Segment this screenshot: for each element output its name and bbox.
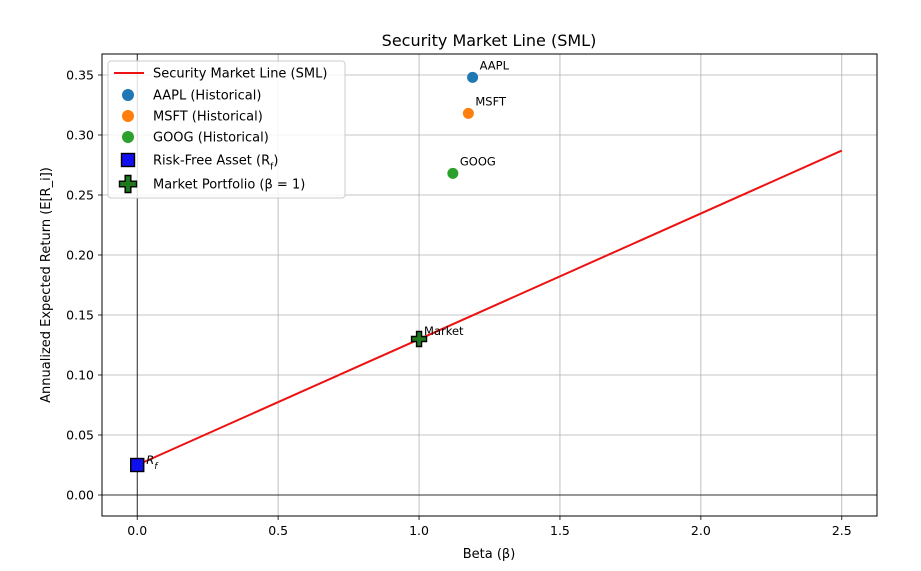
legend-sml: Security Market Line (SML) xyxy=(114,67,327,82)
legend-risk-free: Risk-Free Asset (Rf) xyxy=(120,152,278,173)
chart-title: Security Market Line (SML) xyxy=(382,31,597,50)
x-tick-label: 1.5 xyxy=(550,523,570,538)
label-goog: GOOG xyxy=(460,154,496,168)
y-tick-label: 0.10 xyxy=(66,368,94,383)
point-msft xyxy=(462,107,474,119)
legend-market: Market Portfolio (β = 1) xyxy=(118,174,305,194)
point-goog xyxy=(447,167,459,179)
legend-cross-swatch xyxy=(118,174,138,194)
x-tick-label: 2.5 xyxy=(832,523,852,538)
y-tick-label: 0.00 xyxy=(66,488,94,503)
data-points xyxy=(130,71,479,473)
plot-frame xyxy=(101,53,878,517)
y-tick-label: 0.20 xyxy=(66,248,94,263)
x-tick-label: 0.0 xyxy=(127,523,147,538)
label-msft: MSFT xyxy=(475,94,507,108)
legend-box xyxy=(107,60,346,199)
sml-series xyxy=(136,149,843,466)
legend-msft: MSFT (Historical) xyxy=(122,110,263,125)
y-tick-label: 0.25 xyxy=(66,188,94,203)
x-axis-ticks: 0.0 0.5 1.0 1.5 2.0 2.5 xyxy=(127,516,852,538)
x-tick-label: 1.0 xyxy=(409,523,429,538)
point-aapl xyxy=(467,71,479,83)
legend-label: MSFT (Historical) xyxy=(153,110,263,125)
legend-square-swatch xyxy=(120,152,136,168)
legend-aapl: AAPL (Historical) xyxy=(122,89,261,104)
y-tick-label: 0.05 xyxy=(66,428,94,443)
x-axis-label: Beta (β) xyxy=(463,547,516,562)
label-market: Market xyxy=(424,324,464,338)
x-tick-label: 0.5 xyxy=(268,523,288,538)
sml-line xyxy=(136,149,843,466)
y-tick-label: 0.15 xyxy=(66,308,94,323)
y-tick-label: 0.30 xyxy=(66,128,94,143)
point-market xyxy=(410,330,428,348)
point-risk-free xyxy=(130,457,145,473)
legend-dot-swatch xyxy=(122,89,134,101)
legend-dot-swatch xyxy=(122,110,134,122)
legend-label: Risk-Free Asset (Rf) xyxy=(153,154,278,173)
x-tick-label: 2.0 xyxy=(691,523,711,538)
y-axis-label: Annualized Expected Return (E[R_i]) xyxy=(39,167,54,403)
legend-label: Market Portfolio (β = 1) xyxy=(153,178,305,193)
legend-goog: GOOG (Historical) xyxy=(122,131,269,146)
legend-label: Security Market Line (SML) xyxy=(153,67,327,82)
y-tick-label: 0.35 xyxy=(66,68,94,83)
legend-label: GOOG (Historical) xyxy=(153,131,269,146)
legend-dot-swatch xyxy=(122,131,134,143)
label-aapl: AAPL xyxy=(480,58,510,72)
legend: Security Market Line (SML) AAPL (Historic… xyxy=(107,60,346,199)
y-axis-ticks: 0.00 0.05 0.10 0.15 0.20 0.25 0.30 0.35 xyxy=(66,68,102,503)
legend-label: AAPL (Historical) xyxy=(153,89,261,104)
